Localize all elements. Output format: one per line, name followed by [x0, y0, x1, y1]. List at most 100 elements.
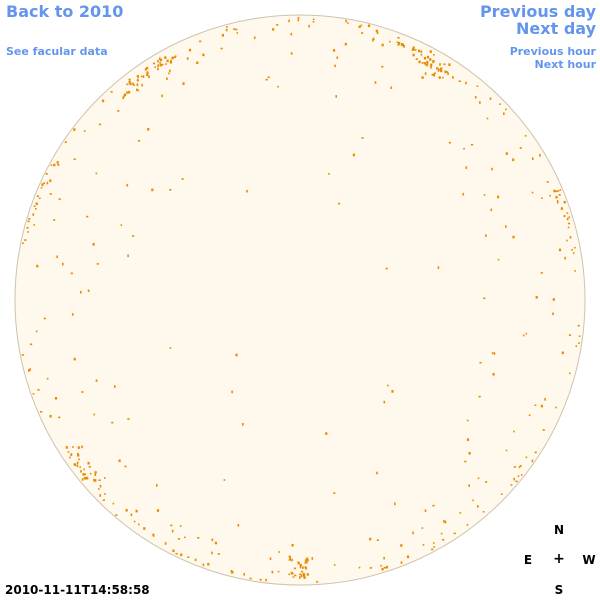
compass-north-label: N	[553, 523, 565, 537]
facula-mark	[56, 161, 59, 164]
facula-mark	[430, 63, 433, 67]
facula-mark	[306, 557, 309, 560]
facula-mark	[300, 574, 303, 578]
facula-mark	[49, 179, 52, 182]
facula-mark	[173, 56, 176, 58]
facula-mark	[94, 473, 97, 476]
facula-mark	[406, 555, 410, 559]
facula-mark	[128, 80, 131, 84]
facula-mark	[376, 539, 379, 541]
facula-mark	[62, 262, 64, 266]
facula-mark	[132, 235, 135, 237]
facula-mark	[58, 416, 61, 419]
facula-mark	[291, 543, 294, 547]
facula-mark	[137, 140, 141, 142]
facula-mark	[161, 63, 164, 66]
next-hour-link[interactable]: Next hour	[534, 58, 597, 71]
facula-mark	[110, 91, 113, 93]
facula-mark	[369, 567, 372, 569]
facula-mark	[468, 484, 470, 487]
facula-mark	[184, 536, 186, 539]
compass-center-marker: +	[553, 551, 565, 567]
facula-mark	[397, 37, 400, 39]
facula-mark	[168, 72, 170, 75]
facula-mark	[490, 208, 493, 212]
facula-mark	[497, 195, 500, 199]
facula-mark	[421, 527, 424, 529]
facula-mark	[197, 537, 200, 539]
facula-mark	[391, 390, 394, 393]
facula-mark	[246, 189, 248, 193]
facula-mark	[512, 158, 515, 162]
facula-mark	[89, 472, 92, 475]
facula-mark	[337, 202, 341, 205]
facula-mark	[271, 570, 274, 574]
facula-mark	[159, 58, 163, 62]
facula-mark	[424, 62, 427, 65]
previous-day-link[interactable]: Previous day	[479, 2, 596, 21]
facula-mark	[397, 44, 400, 46]
facula-mark	[83, 468, 85, 471]
facula-mark	[525, 332, 528, 335]
facula-mark	[385, 565, 389, 569]
facula-mark	[303, 576, 306, 579]
facula-mark	[347, 22, 349, 24]
facula-mark	[369, 537, 372, 541]
facula-mark	[152, 533, 154, 537]
facula-mark	[259, 578, 262, 581]
facula-mark	[505, 108, 507, 111]
facula-mark	[233, 28, 236, 30]
facula-mark	[80, 290, 82, 294]
previous-hour-link[interactable]: Previous hour	[509, 45, 596, 58]
facula-mark	[211, 551, 213, 555]
next-day-link[interactable]: Next day	[516, 19, 596, 38]
facula-mark	[438, 68, 440, 71]
facula-mark	[486, 117, 489, 120]
see-facular-data-link[interactable]: See facular data	[6, 45, 108, 58]
facula-mark	[569, 236, 572, 239]
facula-mark	[539, 154, 541, 157]
facula-mark	[328, 173, 330, 175]
facula-mark	[114, 385, 116, 388]
facula-mark	[111, 421, 114, 424]
facula-mark	[46, 181, 49, 185]
facula-mark	[444, 70, 447, 74]
facula-mark	[297, 19, 299, 22]
facula-mark	[566, 239, 568, 242]
facula-mark	[81, 478, 84, 481]
solar-disk	[14, 14, 586, 586]
facula-mark	[557, 190, 560, 192]
facula-mark	[138, 523, 140, 526]
facula-mark	[81, 391, 84, 393]
facula-mark	[157, 67, 159, 71]
facula-mark	[534, 404, 537, 406]
facula-mark	[223, 479, 226, 481]
facula-mark	[334, 64, 336, 68]
facula-mark	[447, 72, 449, 75]
facula-mark	[277, 570, 280, 573]
facula-mark	[169, 347, 172, 349]
facula-mark	[265, 578, 267, 582]
facula-mark	[555, 406, 557, 409]
facula-mark	[477, 505, 479, 508]
facula-mark	[420, 54, 423, 56]
facula-mark	[443, 520, 445, 523]
facula-mark	[136, 75, 139, 77]
facula-mark	[53, 163, 56, 167]
facula-mark	[578, 342, 580, 344]
facula-mark	[448, 141, 451, 144]
facula-mark	[28, 218, 31, 220]
facula-mark	[453, 532, 456, 535]
facula-mark	[468, 452, 471, 455]
facula-mark	[175, 552, 178, 555]
facula-mark	[28, 369, 30, 372]
facula-mark	[299, 563, 302, 567]
facula-mark	[77, 446, 80, 449]
facula-mark	[27, 220, 30, 223]
facula-mark	[465, 166, 468, 169]
facula-mark	[141, 83, 143, 87]
facula-mark	[297, 561, 300, 564]
facula-mark	[49, 415, 52, 418]
back-to-year-link[interactable]: Back to 2010	[6, 2, 124, 21]
facula-mark	[102, 499, 105, 501]
